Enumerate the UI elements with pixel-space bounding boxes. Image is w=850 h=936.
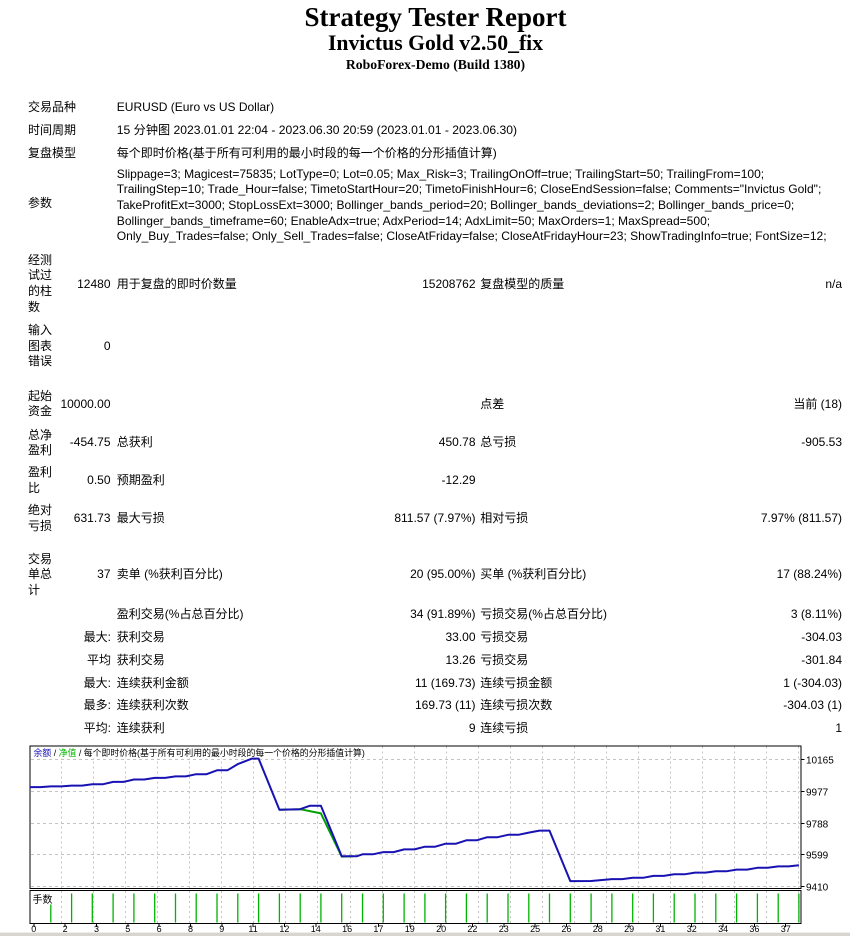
svg-text:9: 9 [219, 924, 224, 934]
svg-text:25: 25 [530, 924, 540, 934]
svg-text:29: 29 [624, 924, 634, 934]
svg-text:16: 16 [342, 924, 352, 934]
svg-text:37: 37 [781, 924, 791, 934]
svg-text:22: 22 [467, 924, 477, 934]
svg-text:余额 / 净值 / 每个即时价格(基于所有可利用的最小时段的: 余额 / 净值 / 每个即时价格(基于所有可利用的最小时段的每一个价格的分形插值… [34, 747, 365, 758]
svg-text:17: 17 [373, 924, 383, 934]
svg-text:14: 14 [311, 924, 321, 934]
svg-text:2: 2 [63, 924, 68, 934]
svg-text:8: 8 [188, 924, 193, 934]
svg-text:26: 26 [561, 924, 571, 934]
svg-text:手数: 手数 [33, 893, 53, 906]
svg-text:32: 32 [687, 924, 697, 934]
svg-text:20: 20 [436, 924, 446, 934]
svg-text:36: 36 [749, 924, 759, 934]
svg-text:6: 6 [157, 924, 162, 934]
svg-text:5: 5 [125, 924, 130, 934]
svg-text:0: 0 [31, 924, 36, 934]
svg-text:28: 28 [593, 924, 603, 934]
svg-text:9977: 9977 [806, 788, 829, 799]
svg-text:23: 23 [499, 924, 509, 934]
svg-text:12: 12 [279, 924, 289, 934]
svg-text:9788: 9788 [806, 820, 829, 831]
svg-text:3: 3 [94, 924, 99, 934]
svg-text:10165: 10165 [806, 756, 834, 767]
svg-text:11: 11 [248, 924, 257, 934]
svg-text:9599: 9599 [806, 851, 829, 862]
svg-text:31: 31 [655, 924, 665, 934]
svg-text:9410: 9410 [806, 883, 829, 894]
svg-text:19: 19 [405, 924, 415, 934]
svg-text:34: 34 [718, 924, 728, 934]
